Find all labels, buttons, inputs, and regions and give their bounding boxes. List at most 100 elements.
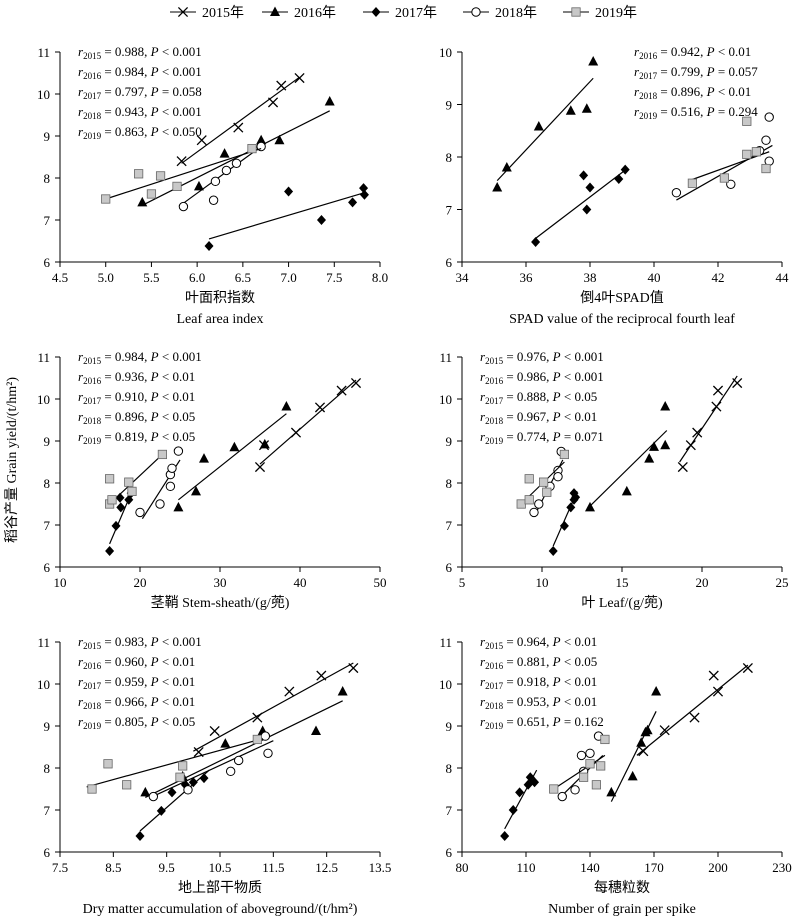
series-square-gray: [86, 734, 263, 794]
chart-panel-5: 7.5 8.5 9.5 10.5 11.5 12.5 13.5 6 7 8 9 10 11 地上部干物质 D…: [37, 634, 391, 917]
data-point: [105, 474, 115, 484]
legend-item-2019年: 2019年: [563, 5, 637, 21]
x-tick-label: 7.0: [280, 270, 296, 285]
data-point: [115, 492, 125, 503]
stat-annotation: r2015 = 0.976, P < 0.001: [480, 349, 604, 366]
x-tick-label: 8.5: [105, 860, 121, 875]
stat-annotation: r2015 = 0.984, P < 0.001: [78, 349, 202, 366]
x-axis-label-en: Number of grain per spike: [548, 902, 696, 917]
data-point: [585, 759, 595, 769]
data-point: [732, 377, 743, 389]
data-point: [501, 162, 512, 172]
stat-annotation: r2018 = 0.966, P < 0.01: [78, 694, 195, 711]
y-tick-label: 10: [439, 677, 452, 692]
fit-line: [181, 76, 300, 164]
data-point: [155, 499, 165, 509]
stat-annotation: r2017 = 0.959, P < 0.01: [78, 674, 195, 691]
stat-annotation: r2019 = 0.516, P = 0.294: [634, 104, 758, 121]
data-point: [146, 189, 157, 199]
data-point: [548, 546, 558, 557]
data-point: [671, 188, 682, 198]
data-point: [660, 439, 671, 450]
x-tick-label: 13.5: [369, 860, 392, 875]
data-point: [570, 785, 580, 795]
data-point: [581, 103, 592, 113]
data-point: [103, 759, 113, 769]
y-tick-label: 10: [37, 87, 50, 102]
data-point: [649, 441, 659, 451]
data-point: [229, 441, 240, 452]
data-point: [359, 189, 369, 200]
data-point: [127, 486, 137, 497]
x-tick-label: 7.5: [52, 860, 68, 875]
data-point: [585, 748, 595, 758]
stat-annotation: r2018 = 0.943, P < 0.001: [78, 104, 202, 121]
legend-label: 2019年: [595, 5, 637, 21]
data-point: [627, 770, 638, 781]
x-tick-label: 140: [580, 860, 600, 875]
stat-annotation: r2016 = 0.984, P < 0.001: [78, 64, 202, 81]
series-triangle: [492, 55, 599, 192]
data-point: [751, 147, 762, 157]
data-point: [600, 734, 610, 745]
data-point: [582, 204, 592, 215]
series-circle-open: [135, 446, 184, 520]
data-point: [542, 487, 552, 497]
data-point: [116, 502, 126, 513]
series-circle-open: [178, 141, 266, 212]
data-point: [256, 141, 266, 152]
stat-annotation: r2018 = 0.967, P < 0.01: [480, 409, 597, 426]
data-point: [549, 784, 559, 794]
chart-panel-1: 4.5 5.0 5.5 6.0 6.5 7.0 7.5 8.0 6 7 8 9 10 11 叶面积指数 Lea…: [37, 44, 388, 327]
data-point: [221, 165, 232, 176]
data-point: [137, 196, 148, 207]
x-tick-label: 200: [708, 860, 728, 875]
data-point: [585, 501, 595, 512]
legend-label: 2017年: [395, 5, 437, 21]
x-tick-label: 4.5: [52, 270, 68, 285]
fit-line: [535, 169, 626, 239]
series-x: [193, 662, 359, 758]
data-point: [742, 662, 753, 674]
series-diamond: [548, 488, 581, 557]
x-icon: [177, 6, 189, 18]
fit-line: [688, 151, 770, 182]
data-point: [553, 472, 563, 482]
data-point: [579, 772, 589, 782]
y-tick-label: 6: [446, 255, 453, 270]
stat-annotation: r2016 = 0.942, P < 0.01: [634, 44, 751, 61]
data-point: [165, 481, 176, 492]
data-point: [314, 402, 326, 413]
series-x: [176, 72, 305, 167]
data-point: [175, 772, 185, 782]
series-square-gray: [105, 449, 167, 509]
data-point: [640, 726, 651, 737]
data-point: [134, 169, 144, 179]
y-tick-label: 10: [37, 392, 50, 407]
data-point: [692, 427, 703, 438]
x-tick-label: 42: [712, 270, 725, 285]
y-tick-label: 8: [446, 761, 453, 776]
x-axis-label: 叶面积指数: [185, 290, 255, 306]
data-point: [259, 438, 270, 449]
stat-annotation: r2017 = 0.799, P = 0.057: [634, 64, 758, 81]
x-tick-label: 80: [456, 860, 469, 875]
data-point: [256, 134, 267, 145]
x-tick-label: 34: [456, 270, 470, 285]
data-point: [135, 507, 145, 518]
stat-annotation: r2019 = 0.805, P < 0.05: [78, 714, 195, 731]
data-point: [651, 686, 662, 696]
legend-label: 2018年: [495, 5, 537, 21]
data-point: [324, 96, 335, 106]
stat-annotation: r2019 = 0.819, P < 0.05: [78, 429, 195, 446]
data-point: [155, 171, 166, 181]
data-point: [524, 495, 534, 505]
series-diamond: [135, 769, 210, 842]
data-point: [176, 156, 187, 167]
y-tick-label: 7: [44, 803, 51, 818]
data-point: [220, 738, 231, 748]
data-point: [677, 461, 688, 473]
triangle-icon: [270, 6, 280, 16]
data-point: [530, 777, 540, 788]
